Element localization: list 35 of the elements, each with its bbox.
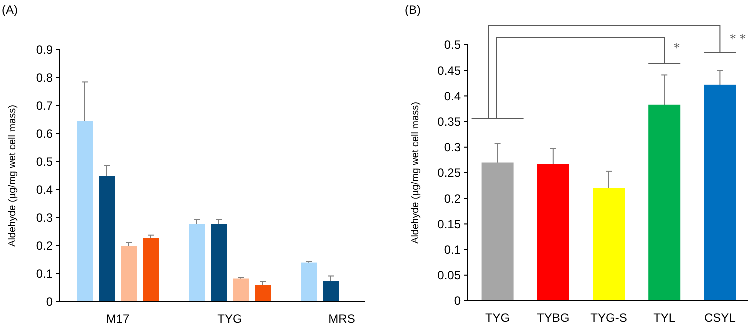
- y-axis-title: Aldehyde (µg/mg wet cell mass): [410, 102, 422, 244]
- y-tick-label: 0: [46, 295, 54, 310]
- y-tick-label: 0.35: [438, 115, 462, 129]
- chart-title: (B): [405, 3, 421, 17]
- y-tick-label: 0.3: [444, 140, 462, 155]
- y-tick-label: 0.7: [36, 99, 54, 114]
- chart-title: (A): [2, 3, 18, 17]
- y-tick-label: 0.05: [438, 268, 462, 283]
- y-tick-label: 0.15: [438, 217, 462, 232]
- y-tick-label: 0.2: [36, 239, 54, 254]
- y-tick-label: 0.8: [36, 71, 54, 86]
- y-tick-label: 0.5: [444, 38, 462, 52]
- x-tick-label: TYL: [654, 311, 676, 325]
- y-tick-label: 0.4: [36, 183, 54, 198]
- y-tick-label: 0.4: [444, 89, 462, 104]
- x-tick-label: CSYL: [704, 311, 736, 325]
- y-tick-label: 0.9: [36, 43, 54, 58]
- x-tick-label: MRS: [328, 312, 356, 326]
- x-tick-label: TYG: [485, 311, 510, 325]
- y-tick-label: 0.25: [438, 166, 462, 180]
- y-tick-label: 0.1: [36, 267, 54, 282]
- x-tick-label: TYG-S: [590, 311, 628, 325]
- y-tick-label: 0.2: [444, 192, 462, 206]
- y-tick-label: 0.3: [36, 211, 54, 226]
- x-tick-label: TYBG: [537, 311, 570, 325]
- x-tick-label: M17: [106, 312, 130, 326]
- y-tick-label: 0.1: [444, 243, 462, 257]
- y-tick-label: 0.6: [36, 127, 54, 142]
- y-axis-title: Aldehyde (µg/mg wet cell mass): [8, 105, 18, 247]
- y-tick-label: 0.5: [36, 155, 54, 170]
- x-tick-label: TYG: [218, 312, 242, 326]
- annotation: *: [674, 41, 680, 55]
- y-tick-label: 0: [454, 294, 462, 308]
- y-tick-label: 0.45: [438, 64, 462, 78]
- annotation: * *: [730, 32, 746, 46]
